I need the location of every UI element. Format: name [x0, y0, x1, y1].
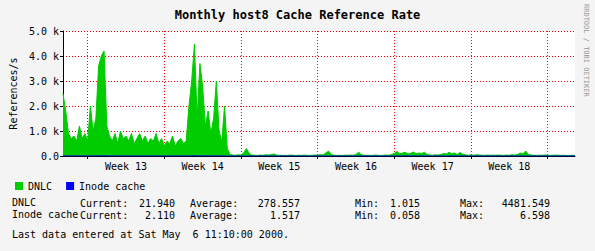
svg-text:0.0: 0.0 [41, 151, 59, 162]
svg-text:1.015: 1.015 [390, 198, 420, 209]
svg-text:Max:: Max: [460, 198, 484, 209]
svg-text:6.598: 6.598 [520, 210, 550, 221]
svg-text:2.110: 2.110 [145, 210, 175, 221]
svg-text:4481.549: 4481.549 [502, 198, 550, 209]
svg-text:Max:: Max: [460, 210, 484, 221]
svg-text:DNLC: DNLC [12, 197, 36, 208]
svg-text:Current:: Current: [80, 198, 128, 209]
svg-text:Inode cache: Inode cache [79, 181, 145, 192]
svg-text:DNLC: DNLC [28, 181, 52, 192]
svg-text:Week 16: Week 16 [335, 161, 377, 172]
svg-text:Min:: Min: [355, 198, 379, 209]
svg-text:2.0 k: 2.0 k [29, 101, 59, 112]
svg-text:Week 18: Week 18 [488, 161, 530, 172]
svg-text:Average:: Average: [190, 210, 238, 221]
svg-text:Week 13: Week 13 [105, 161, 147, 172]
svg-text:21.940: 21.940 [139, 198, 175, 209]
svg-text:Average:: Average: [190, 198, 238, 209]
svg-text:Min:: Min: [355, 210, 379, 221]
svg-text:References/s: References/s [8, 57, 19, 129]
svg-text:RRDTOOL / TOBI OETIKER: RRDTOOL / TOBI OETIKER [582, 4, 590, 98]
svg-text:Monthly host8 Cache Reference: Monthly host8 Cache Reference Rate [175, 8, 421, 22]
svg-text:4.0 k: 4.0 k [29, 51, 59, 62]
svg-text:Last data entered at Sat May: Last data entered at Sat May 6 11:10:00 … [12, 229, 289, 240]
svg-text:Week 17: Week 17 [412, 161, 454, 172]
svg-text:1.517: 1.517 [270, 210, 300, 221]
svg-text:Week 15: Week 15 [258, 161, 300, 172]
svg-text:Inode cache: Inode cache [12, 209, 78, 220]
svg-text:1.0 k: 1.0 k [29, 126, 59, 137]
svg-text:5.0 k: 5.0 k [29, 26, 59, 37]
svg-text:0.058: 0.058 [390, 210, 420, 221]
svg-text:278.557: 278.557 [258, 198, 300, 209]
svg-text:Week 14: Week 14 [182, 161, 224, 172]
svg-text:Current:: Current: [80, 210, 128, 221]
svg-text:3.0 k: 3.0 k [29, 76, 59, 87]
